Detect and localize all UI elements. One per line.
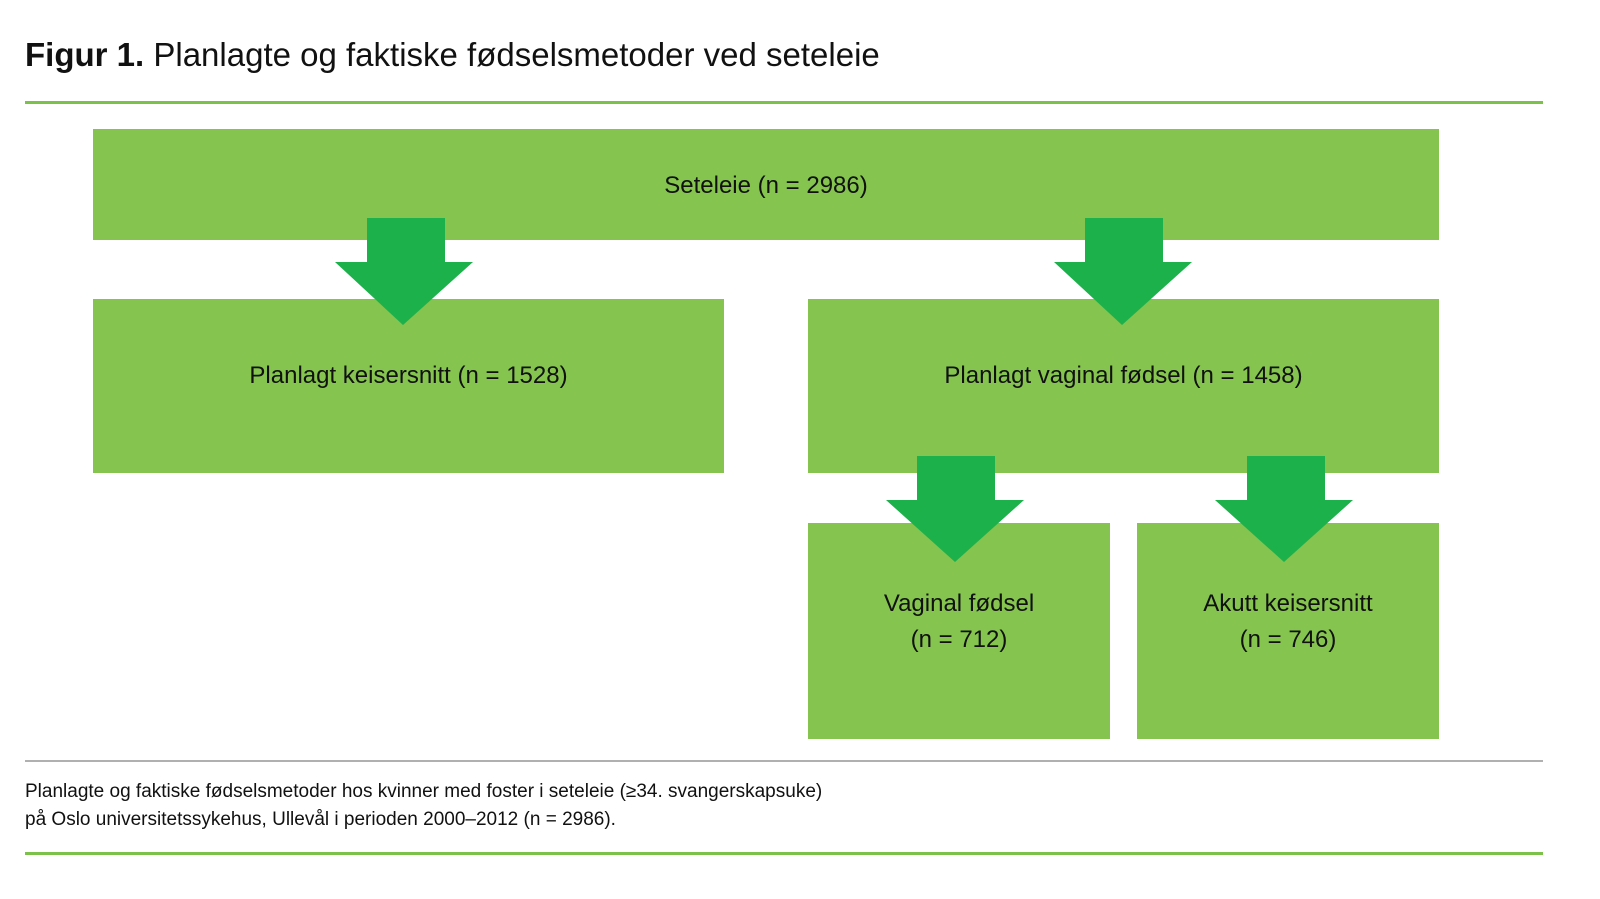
arrow-down-icon — [335, 218, 473, 325]
node-root: Seteleie (n = 2986) — [93, 129, 1439, 240]
node-root-label: Seteleie (n = 2986) — [664, 172, 868, 199]
caption-line-2: på Oslo universitetssykehus, Ullevål i p… — [25, 809, 616, 830]
caption-line-1: Planlagte og faktiske fødselsmetoder hos… — [25, 781, 823, 802]
node-vaginal-line1: Vaginal fødsel — [883, 590, 1035, 617]
top-divider — [25, 101, 1543, 104]
node-emergency-cesarean: Akutt keisersnitt (n = 746) — [1137, 523, 1439, 739]
node-emergency-cesarean-line1: Akutt keisersnitt — [1203, 590, 1373, 617]
node-vaginal: Vaginal fødsel (n = 712) — [808, 523, 1110, 739]
figure-title-text: Planlagte og faktiske fødselsmetoder ved… — [153, 36, 880, 73]
node-planned-vaginal: Planlagt vaginal fødsel (n = 1458) — [808, 299, 1439, 473]
arrow-down-icon — [886, 456, 1024, 562]
node-emergency-cesarean-line2: (n = 746) — [1239, 626, 1337, 653]
node-vaginal-line2: (n = 712) — [910, 626, 1008, 653]
node-planned-cesarean: Planlagt keisersnitt (n = 1528) — [93, 299, 724, 473]
figure-number: Figur 1. — [25, 36, 145, 73]
figure-title: Figur 1. Planlagte og faktiske fødselsme… — [25, 36, 880, 74]
node-planned-vaginal-label: Planlagt vaginal fødsel (n = 1458) — [944, 362, 1303, 389]
node-planned-cesarean-label: Planlagt keisersnitt (n = 1528) — [249, 362, 568, 389]
arrow-down-icon — [1054, 218, 1192, 325]
arrow-down-icon — [1215, 456, 1353, 562]
bottom-divider — [25, 852, 1543, 855]
caption-divider — [25, 760, 1543, 762]
figure-caption: Planlagte og faktiske fødselsmetoder hos… — [25, 778, 822, 834]
